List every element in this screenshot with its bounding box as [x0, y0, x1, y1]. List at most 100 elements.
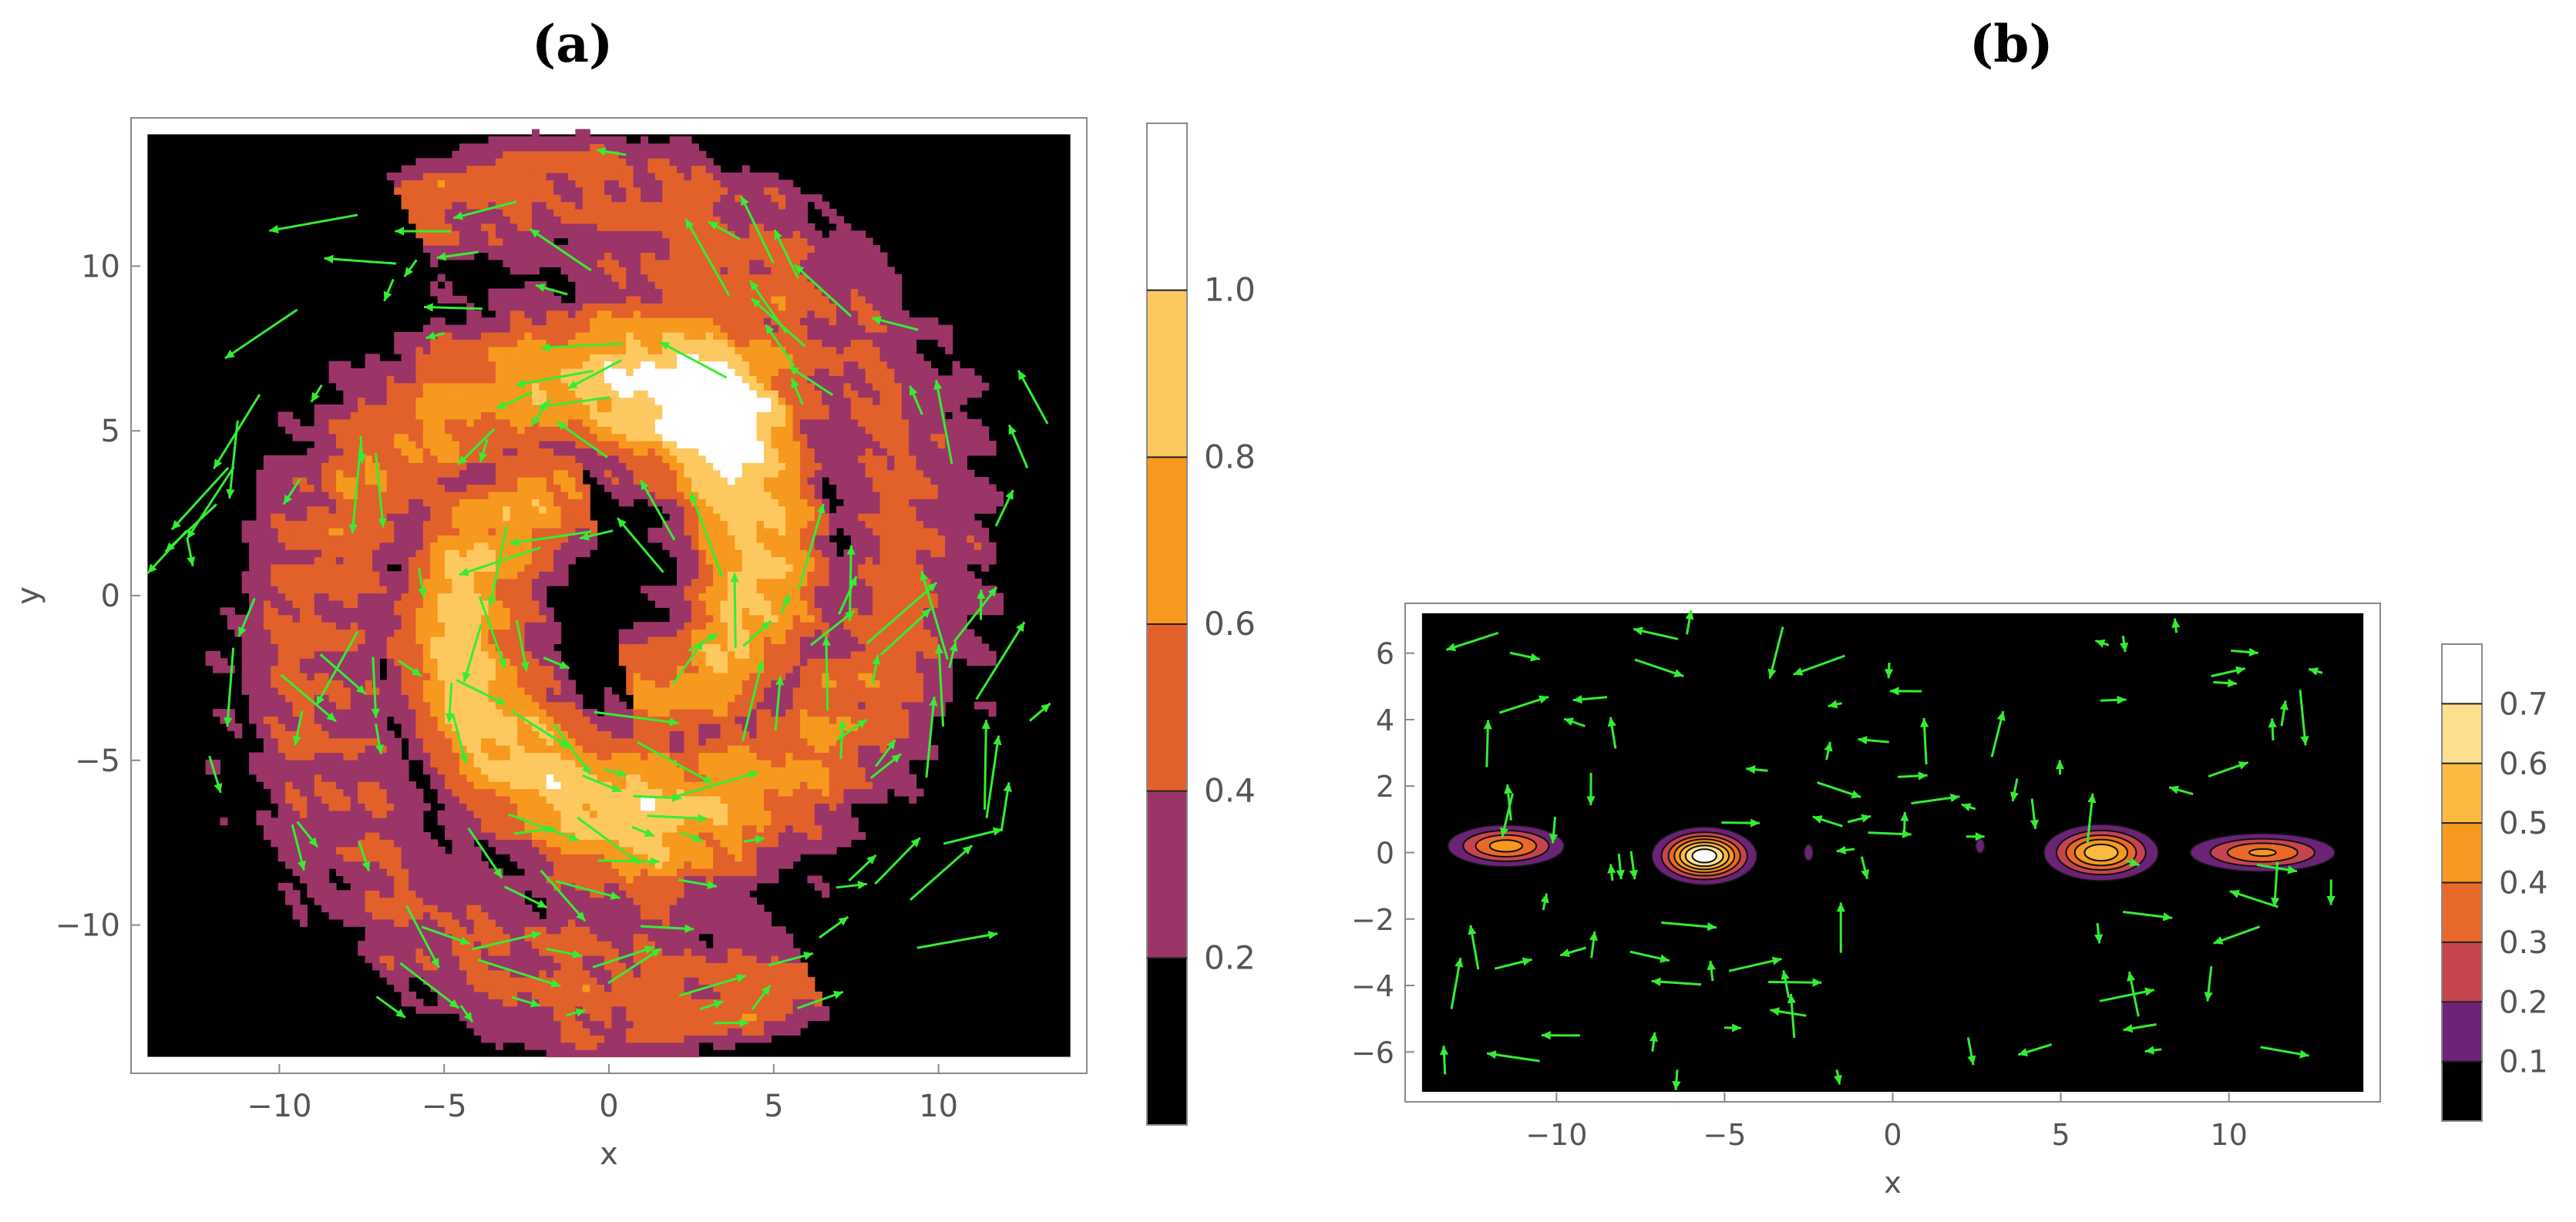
chart-a-density-cell [452, 1005, 460, 1014]
chart-a-density-cell [597, 237, 605, 246]
chart-a-density-cell [481, 331, 489, 340]
chart-a-density-cell [626, 331, 634, 340]
chart-a-density-cell [546, 933, 554, 942]
chart-a-density-cell [503, 824, 511, 833]
chart-a-density-cell [256, 767, 264, 775]
chart-a-density-cell [350, 737, 358, 746]
chart-a-density-cell [495, 977, 503, 985]
chart-a-density-cell [372, 658, 380, 666]
chart-a-density-cell [437, 172, 446, 180]
chart-a-density-cell [473, 875, 482, 884]
chart-a-density-cell [626, 405, 634, 413]
chart-a-density-cell [422, 237, 431, 246]
chart-a-density-cell [618, 658, 627, 666]
chart-a-density-cell [445, 441, 453, 449]
chart-a-density-cell [409, 469, 417, 478]
chart-a-density-cell [394, 469, 402, 478]
chart-a-density-cell [524, 441, 533, 449]
chart-a-density-cell [277, 839, 286, 848]
chart-a-density-cell [249, 701, 257, 710]
chart-a-density-cell [553, 1042, 562, 1050]
chart-a-density-cell [481, 563, 489, 572]
chart-a-density-cell [618, 491, 627, 499]
chart-a-density-cell [517, 180, 526, 188]
chart-a-density-cell [590, 955, 598, 963]
chart-a-density-cell [409, 397, 417, 405]
chart-a-density-cell [560, 926, 569, 935]
chart-a-density-cell [539, 237, 547, 246]
chart-a-density-cell [495, 375, 503, 384]
chart-a-density-cell [299, 868, 308, 877]
chart-a-density-cell [422, 411, 431, 420]
chart-a-density-cell [517, 839, 526, 848]
chart-a-density-cell [459, 150, 467, 159]
chart-a-density-cell [409, 824, 417, 833]
chart-a-density-cell [524, 281, 533, 290]
chart-a-density-cell [524, 491, 533, 499]
chart-a-density-cell [292, 563, 301, 572]
chart-a-density-cell [365, 477, 373, 485]
chart-a-density-cell [409, 730, 417, 739]
chart-a-density-cell [328, 593, 337, 601]
chart-a-density-cell [452, 607, 460, 616]
chart-a-density-cell [372, 469, 380, 478]
chart-a-density-cell [401, 897, 409, 905]
chart-a-density-cell [575, 143, 583, 152]
chart-a-density-cell [409, 788, 417, 797]
chart-a-density-cell [590, 230, 598, 239]
chart-a-density-cell [314, 491, 322, 499]
chart-a-density-cell [582, 897, 590, 905]
chart-a-density-cell [292, 549, 301, 558]
chart-a-density-cell [597, 875, 605, 884]
chart-a-density-cell [409, 658, 417, 666]
chart-a-density-cell [611, 1020, 620, 1029]
chart-a-density-cell [386, 172, 395, 180]
chart-a-density-cell [539, 571, 547, 579]
chart-a-density-cell [531, 397, 540, 405]
chart-a-density-cell [503, 701, 511, 710]
chart-a-density-cell [509, 781, 518, 790]
chart-a-density-cell [503, 397, 511, 405]
chart-a-density-cell [459, 520, 467, 529]
chart-a-density-cell [343, 411, 351, 420]
chart-a-density-cell [560, 781, 569, 790]
chart-a-density-cell [328, 499, 337, 507]
chart-a-density-cell [546, 781, 554, 790]
chart-a-density-cell [546, 209, 554, 217]
chart-a-density-cell [386, 361, 395, 369]
chart-a-density-cell [459, 180, 467, 188]
chart-a-density-cell [509, 491, 518, 499]
chart-a-density-cell [626, 767, 634, 775]
chart-a-density-cell [256, 484, 264, 492]
chart-a-density-cell [358, 593, 366, 601]
chart-a-density-cell [452, 418, 460, 427]
chart-a-density-cell [466, 390, 475, 398]
chart-a-density-cell [358, 368, 366, 376]
chart-a-density-cell [292, 556, 301, 565]
chart-a-density-cell [415, 941, 424, 949]
chart-a-density-cell [249, 716, 257, 724]
chart-a-density-cell [597, 455, 605, 463]
chart-a-density-cell [626, 361, 634, 369]
chart-a-density-cell [394, 441, 402, 449]
chart-a-density-cell [509, 897, 518, 905]
chart-a-density-cell [524, 955, 533, 963]
chart-a-density-cell [517, 665, 526, 673]
chart-a-density-cell [401, 723, 409, 731]
chart-a-density-cell [618, 803, 627, 811]
chart-a-density-cell [249, 556, 257, 565]
chart-a-density-cell [517, 832, 526, 841]
chart-a-density-cell [488, 339, 496, 347]
chart-a-density-cell [358, 832, 366, 841]
chart-a-density-cell [328, 745, 337, 754]
chart-a-density-cell [459, 397, 467, 405]
chart-a-density-cell [343, 839, 351, 848]
chart-a-density-cell [263, 622, 271, 630]
chart-a-density-cell [365, 824, 373, 833]
chart-a-density-cell [358, 788, 366, 797]
chart-a-density-cell [481, 462, 489, 471]
chart-a-density-cell [365, 694, 373, 703]
chart-a-density-cell [524, 310, 533, 318]
chart-a-density-cell [495, 180, 503, 188]
chart-a-density-cell [604, 905, 613, 913]
